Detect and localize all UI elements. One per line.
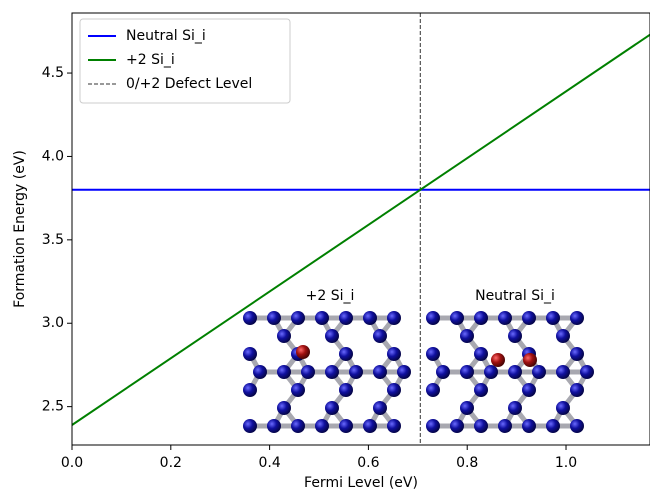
atom xyxy=(277,329,291,343)
structure-insets xyxy=(243,311,594,433)
atom xyxy=(315,311,329,325)
atom xyxy=(508,329,522,343)
atom xyxy=(556,401,570,415)
line-series xyxy=(72,33,650,426)
x-tick-label: 1.0 xyxy=(555,455,577,471)
atom xyxy=(508,401,522,415)
atom xyxy=(291,419,305,433)
atom xyxy=(474,383,488,397)
atom xyxy=(277,365,291,379)
atom xyxy=(484,365,498,379)
atom xyxy=(243,311,257,325)
atom-interstitial xyxy=(296,345,310,359)
atom xyxy=(450,311,464,325)
legend-label: Neutral Si_i xyxy=(126,28,206,44)
atom xyxy=(522,311,536,325)
x-tick-label: 0.8 xyxy=(456,455,478,471)
atom xyxy=(387,311,401,325)
atom xyxy=(522,383,536,397)
atom xyxy=(498,311,512,325)
atom xyxy=(387,383,401,397)
atom xyxy=(291,383,305,397)
atom xyxy=(387,419,401,433)
atom xyxy=(508,365,522,379)
atom xyxy=(301,365,315,379)
atom xyxy=(556,329,570,343)
atom xyxy=(325,329,339,343)
atom xyxy=(373,365,387,379)
atom xyxy=(243,383,257,397)
atom xyxy=(339,311,353,325)
atom xyxy=(373,401,387,415)
atom xyxy=(387,347,401,361)
atom xyxy=(580,365,594,379)
x-tick-label: 0.4 xyxy=(258,455,280,471)
legend: Neutral Si_i +2 Si_i 0/+2 Defect Level xyxy=(79,18,291,104)
atom-interstitial xyxy=(523,353,537,367)
atom xyxy=(243,419,257,433)
atom xyxy=(363,419,377,433)
atom xyxy=(474,419,488,433)
atom xyxy=(570,311,584,325)
atom xyxy=(373,329,387,343)
atom xyxy=(498,419,512,433)
atom xyxy=(253,365,267,379)
atom xyxy=(450,419,464,433)
atom xyxy=(426,347,440,361)
atom xyxy=(570,383,584,397)
atom xyxy=(570,347,584,361)
atom xyxy=(277,401,291,415)
legend-box xyxy=(79,18,291,104)
atom xyxy=(436,365,450,379)
atom xyxy=(460,329,474,343)
legend-label: +2 Si_i xyxy=(126,52,175,68)
atom xyxy=(325,365,339,379)
y-tick-label: 3.5 xyxy=(42,232,64,248)
y-tick-label: 3.0 xyxy=(42,315,64,331)
atom xyxy=(363,311,377,325)
y-tick-label: 4.5 xyxy=(42,65,64,81)
atom xyxy=(426,383,440,397)
legend-label: 0/+2 Defect Level xyxy=(126,76,252,92)
atom xyxy=(474,311,488,325)
y-tick-label: 4.0 xyxy=(42,148,64,164)
x-tick-label: 0.0 xyxy=(61,455,83,471)
axes-frame xyxy=(71,12,650,446)
atom xyxy=(291,311,305,325)
atom xyxy=(267,311,281,325)
atom xyxy=(349,365,363,379)
x-tick-label: 0.2 xyxy=(160,455,182,471)
atom xyxy=(315,419,329,433)
atom xyxy=(556,365,570,379)
atom-interstitial xyxy=(491,353,505,367)
atom xyxy=(474,347,488,361)
atom xyxy=(325,401,339,415)
plot-area xyxy=(72,13,650,445)
atom xyxy=(570,419,584,433)
x-tick-label: 0.6 xyxy=(357,455,379,471)
atom xyxy=(267,419,281,433)
atom xyxy=(397,365,411,379)
atom xyxy=(339,383,353,397)
atom xyxy=(426,311,440,325)
atom xyxy=(522,419,536,433)
atom xyxy=(339,419,353,433)
y-axis-label: Formation Energy (eV) xyxy=(12,150,28,308)
atom xyxy=(339,347,353,361)
annotation: Neutral Si_i xyxy=(475,288,555,304)
atom xyxy=(546,311,560,325)
atom xyxy=(426,419,440,433)
x-axis-label: Fermi Level (eV) xyxy=(304,475,418,491)
atom xyxy=(546,419,560,433)
atom xyxy=(532,365,546,379)
atom xyxy=(460,365,474,379)
atom xyxy=(243,347,257,361)
atom xyxy=(460,401,474,415)
y-tick-label: 2.5 xyxy=(42,399,64,415)
annotation: +2 Si_i xyxy=(306,288,355,304)
